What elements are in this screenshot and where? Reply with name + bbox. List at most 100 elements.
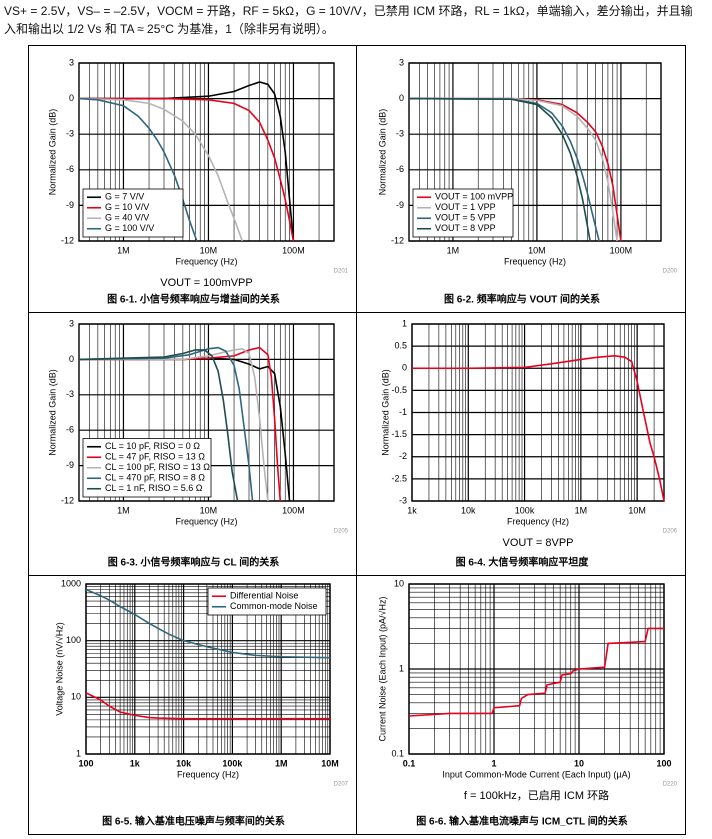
figure-note: VOUT = 100mVPP [160, 277, 252, 289]
y-tick-label: -9 [396, 200, 404, 210]
y-tick-label: 0 [399, 93, 404, 103]
y-tick-label: -1 [399, 407, 407, 417]
x-tick-label: 1k [407, 505, 417, 515]
x-tick-label: 1M [117, 505, 130, 515]
x-tick-label: 0.1 [403, 758, 416, 768]
series-line [79, 81, 295, 242]
figure-note: f = 100kHz，已启用 ICM 环路 [464, 789, 609, 802]
y-tick-label: 3 [399, 57, 404, 67]
y-tick-label: -3 [66, 129, 74, 139]
x-tick-label: 10M [200, 505, 218, 515]
y-axis-label: Normalized Gain (dB) [47, 109, 57, 196]
x-tick-label: 10 [574, 758, 584, 768]
legend-box [207, 587, 327, 616]
x-tick-label: 10M [528, 245, 546, 255]
series-line [408, 627, 664, 717]
y-tick-label: 3 [69, 318, 74, 328]
legend-label: G = 100 V/V [105, 223, 154, 233]
series-line [412, 355, 665, 502]
figure-code: D201 [334, 269, 349, 275]
legend-label: CL = 470 pF, RISO = 8 Ω [105, 473, 205, 483]
y-tick-label: 10 [71, 692, 81, 702]
plot-frame [408, 62, 662, 242]
x-tick-label: 1M [447, 245, 460, 255]
series-line [79, 347, 269, 502]
y-tick-label: -6 [66, 425, 74, 435]
y-tick-label: -3 [66, 389, 74, 399]
chart-panel: 100 1k 10k 100k 1M 10M 1 10 100 1000 Differential … [28, 575, 357, 835]
series-line [78, 349, 239, 502]
plot-frame [411, 323, 665, 502]
x-tick-label: 1k [130, 758, 141, 768]
y-tick-label: -6 [66, 164, 74, 174]
x-tick-label: 1 [491, 758, 496, 768]
chart: 100 1k 10k 100k 1M 10M 1 10 100 1000 Differential … [54, 578, 348, 828]
header-text: VS+ = 2.5V，VS– = –2.5V，VOCM = 开路，RF = 5k… [4, 4, 693, 36]
series-line [78, 97, 244, 242]
y-tick-label: 0.5 [394, 341, 407, 351]
figure-caption: 图 6-4. 大信号频率响应平坦度 [456, 556, 590, 569]
series-line [408, 97, 591, 242]
figure-code: D200 [663, 269, 678, 275]
x-tick-label: 100 [656, 758, 671, 768]
y-tick-label: 1 [399, 663, 404, 673]
chart: 1k 10k 100k 1M 10M -3 -2.5 -2 -1.5 -1 -0.5 0 0.5 1 Fre… [380, 318, 677, 569]
x-axis-label: Input Common-Mode Current (Each Input) (… [442, 769, 630, 779]
y-tick-label: 0 [69, 354, 74, 364]
y-tick-label: -6 [396, 164, 404, 174]
chart-panel: 1M 10M 100M -12 -9 -6 -3 0 3 VOUT = 100 mVPP VOUT … [356, 45, 686, 313]
plot-frame [408, 583, 665, 755]
x-axis-label: Frequency (Hz) [504, 256, 566, 266]
legend-label: CL = 100 pF, RISO = 13 Ω [105, 462, 210, 472]
series-line [79, 97, 295, 242]
plot-frame [78, 323, 335, 502]
y-tick-label: 0 [69, 93, 74, 103]
chart-panel: 0.1 1 10 100 0.1 1 10 Input Common-Mode Current… [356, 575, 686, 835]
legend-label: Differential Noise [230, 591, 298, 601]
series-line [409, 97, 618, 242]
legend-label: G = 10 V/V [105, 202, 149, 212]
x-axis-label: Frequency (Hz) [177, 769, 239, 779]
chart: 1M 10M 100M -12 -9 -6 -3 0 3 CL = 10 pF, RISO = 0… [47, 318, 348, 569]
figure-caption: 图 6-3. 小信号频率响应与 CL 间的关系 [108, 556, 280, 569]
x-tick-label: 10k [461, 505, 476, 515]
figure-code: D220 [663, 782, 678, 788]
y-tick-label: -12 [391, 235, 404, 245]
y-tick-label: -2.5 [391, 473, 407, 483]
y-axis-label: Voltage Noise (nV/√Hz) [54, 622, 64, 715]
y-tick-label: -3 [399, 495, 407, 505]
plot-frame [85, 583, 331, 755]
legend-label: CL = 1 nF, RISO = 5.6 Ω [105, 483, 203, 493]
legend-box [82, 438, 212, 498]
legend-label: Common-mode Noise [230, 601, 318, 611]
series-line [79, 346, 282, 502]
x-tick-label: 100k [515, 505, 535, 515]
y-tick-label: -9 [66, 460, 74, 470]
legend-label: VOUT = 5 VPP [435, 213, 496, 223]
x-tick-label: 10M [321, 758, 339, 768]
figure-caption: 图 6-1. 小信号频率响应与增益间的关系 [107, 293, 280, 306]
x-axis-label: Frequency (Hz) [175, 516, 237, 526]
y-axis-label: Normalized Gain (dB) [377, 109, 387, 196]
figure-caption: 图 6-5. 输入基准电压噪声与频率间的关系 [102, 815, 285, 828]
figure-caption: 图 6-2. 频率响应与 VOUT 间的关系 [444, 293, 600, 306]
y-tick-label: 0.1 [391, 748, 404, 758]
y-tick-label: 3 [69, 57, 74, 67]
x-axis-label: Frequency (Hz) [507, 516, 569, 526]
y-tick-label: -0.5 [391, 385, 407, 395]
y-axis-label: Normalized Gain (dB) [47, 369, 57, 456]
x-tick-label: 1M [575, 505, 588, 515]
y-tick-label: 0 [402, 363, 407, 373]
x-tick-label: 10k [176, 758, 192, 768]
x-tick-label: 100M [282, 505, 305, 515]
chart-panel: 1M 10M 100M -12 -9 -6 -3 0 3 CL = 10 pF, RISO = 0… [28, 312, 357, 576]
y-axis-label: Normalized Gain (dB) [380, 369, 390, 456]
figure-caption: 图 6-6. 输入基准电流噪声与 ICM_CTL 间的关系 [416, 815, 628, 828]
legend-label: G = 7 V/V [105, 192, 144, 202]
y-tick-label: 1000 [61, 578, 81, 588]
y-tick-label: -12 [61, 495, 74, 505]
y-tick-label: -12 [61, 235, 74, 245]
x-tick-label: 100M [282, 245, 305, 255]
